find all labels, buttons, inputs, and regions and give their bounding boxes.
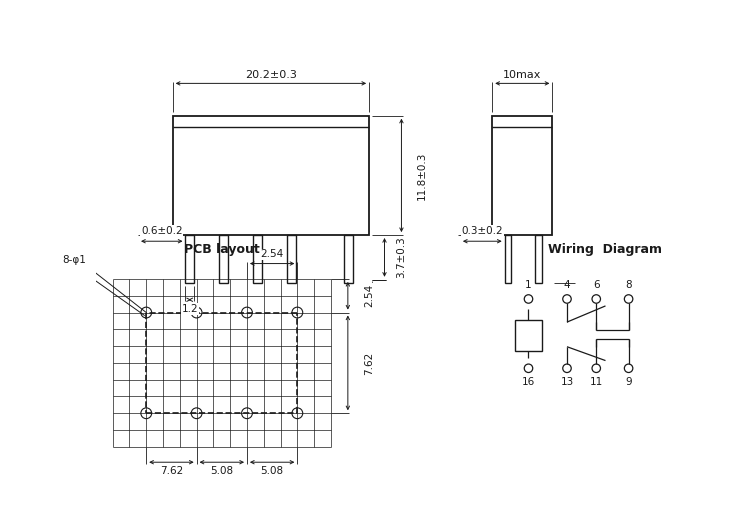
Text: 7.62: 7.62: [160, 466, 183, 476]
Text: PCB layout: PCB layout: [184, 243, 260, 256]
Bar: [253, 235, 261, 283]
Text: 8: 8: [626, 280, 632, 290]
Text: 5.08: 5.08: [210, 466, 234, 476]
Text: 0.3±0.2: 0.3±0.2: [461, 226, 503, 236]
Text: 2.54: 2.54: [261, 249, 284, 259]
Text: 6: 6: [593, 280, 599, 290]
Text: 7.62: 7.62: [364, 351, 375, 374]
Bar: [535, 235, 541, 283]
Bar: [505, 235, 511, 283]
Text: 1: 1: [525, 280, 532, 290]
Text: 10max: 10max: [503, 70, 541, 80]
Text: 9: 9: [626, 377, 632, 387]
Text: 13: 13: [560, 377, 574, 387]
Text: 11.8±0.3: 11.8±0.3: [418, 151, 427, 200]
Bar: [173, 116, 369, 235]
Text: 0.6±0.2: 0.6±0.2: [141, 226, 182, 236]
Bar: [219, 235, 228, 283]
Bar: [287, 235, 296, 283]
Text: 8-φ1: 8-φ1: [62, 255, 86, 265]
Bar: [514, 320, 542, 351]
Text: Wiring  Diagram: Wiring Diagram: [548, 243, 662, 256]
Text: 16: 16: [522, 377, 535, 387]
Bar: [493, 116, 553, 235]
Text: 3.7±0.3: 3.7±0.3: [397, 237, 406, 278]
Text: 1.2: 1.2: [182, 304, 198, 314]
Bar: [185, 235, 194, 283]
Text: 4: 4: [564, 280, 570, 290]
Text: 2.54: 2.54: [364, 284, 375, 307]
Bar: [344, 235, 352, 283]
Text: 11: 11: [590, 377, 603, 387]
Text: 5.08: 5.08: [261, 466, 284, 476]
Text: 20.2±0.3: 20.2±0.3: [245, 70, 297, 80]
